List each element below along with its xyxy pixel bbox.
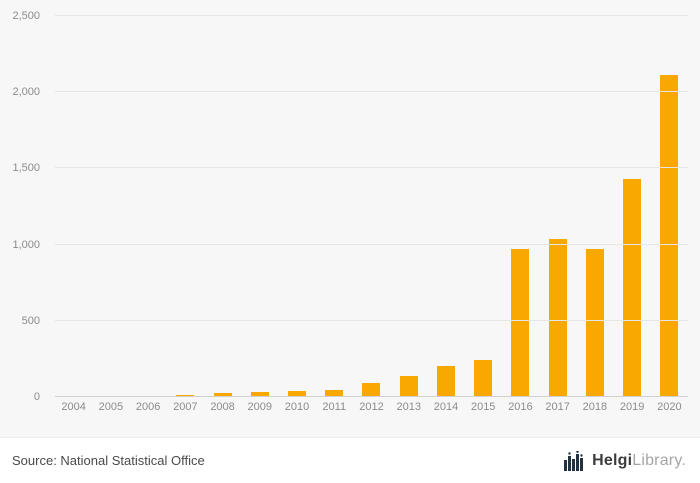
bar-slot xyxy=(353,16,390,397)
x-tick-label: 2006 xyxy=(135,401,161,413)
bar-2011 xyxy=(325,389,344,397)
bar-2020 xyxy=(660,75,679,397)
bar-slot xyxy=(204,16,241,397)
bar-slot xyxy=(576,16,613,397)
x-tick-label: 2009 xyxy=(247,401,273,413)
x-tick-label: 2019 xyxy=(619,401,645,413)
gridline xyxy=(55,91,688,93)
x-tick-label: 2020 xyxy=(657,401,682,413)
bar-chart: 0 500 1,000 1,500 2,000 2,500 2004 2005 2006 200… xyxy=(0,10,688,417)
plot-area xyxy=(55,15,688,397)
bar-slot xyxy=(539,16,576,397)
bar-slot xyxy=(502,16,539,397)
y-tick-label: 2,000 xyxy=(12,86,40,99)
y-tick-label: 2,500 xyxy=(12,10,40,22)
x-tick-label: 2008 xyxy=(210,401,235,413)
bar-slot xyxy=(427,16,464,397)
bar-2016 xyxy=(511,249,530,397)
bar-2008 xyxy=(213,393,232,397)
source-note: Source: National Statistical Office xyxy=(12,453,205,468)
bar-2010 xyxy=(288,391,307,397)
bar-slot xyxy=(129,16,166,397)
bar-slot xyxy=(92,16,129,397)
x-axis-labels: 2004 2005 2006 2007 2008 2009 2010 2011 2012 2013… xyxy=(55,401,688,417)
x-tick-label: 2015 xyxy=(470,401,496,413)
helgi-logo-text: HelgiLibrary. xyxy=(592,452,686,470)
bar-2009 xyxy=(250,392,269,397)
logo-text-light: Library. xyxy=(632,451,686,469)
x-axis-line xyxy=(55,396,688,397)
bar-slot xyxy=(55,16,92,397)
bar-series xyxy=(55,16,688,397)
helgi-logo-icon xyxy=(564,450,586,471)
bar-slot xyxy=(278,16,315,397)
x-tick-label: 2007 xyxy=(173,401,198,413)
bar-2014 xyxy=(436,365,455,397)
bar-2017 xyxy=(548,239,567,397)
bar-slot xyxy=(167,16,204,397)
y-tick-label: 500 xyxy=(21,314,40,327)
gridline xyxy=(55,167,688,169)
x-tick-label: 2011 xyxy=(322,401,347,413)
y-tick-label: 1,500 xyxy=(12,162,40,175)
bar-slot xyxy=(614,16,651,397)
bar-2015 xyxy=(474,360,493,397)
bar-2012 xyxy=(362,383,381,397)
helgi-library-logo: HelgiLibrary. xyxy=(564,450,686,471)
bar-slot xyxy=(651,16,688,397)
x-tick-label: 2018 xyxy=(582,401,608,413)
gridline xyxy=(55,243,688,245)
footer: Source: National Statistical Office xyxy=(0,437,700,483)
y-tick-label: 0 xyxy=(33,391,40,403)
bar-slot xyxy=(390,16,427,397)
y-tick-label: 1,000 xyxy=(12,238,40,251)
gridline xyxy=(55,15,688,16)
bar-slot xyxy=(316,16,353,397)
bar-slot xyxy=(465,16,502,397)
bar-2019 xyxy=(623,179,642,397)
bar-slot xyxy=(241,16,278,397)
x-tick-label: 2005 xyxy=(98,401,124,413)
x-tick-label: 2016 xyxy=(508,401,533,413)
x-tick-label: 2012 xyxy=(359,401,384,413)
x-tick-label: 2010 xyxy=(284,401,310,413)
x-tick-label: 2013 xyxy=(396,401,421,413)
x-tick-label: 2017 xyxy=(545,401,570,413)
bar-2018 xyxy=(585,249,604,397)
logo-text-bold: Helgi xyxy=(592,451,633,469)
x-tick-label: 2014 xyxy=(433,401,459,413)
bar-2013 xyxy=(399,376,418,397)
y-axis-labels: 0 500 1,000 1,500 2,000 2,500 xyxy=(0,10,48,403)
gridline xyxy=(55,319,688,321)
x-tick-label: 2004 xyxy=(61,401,86,413)
